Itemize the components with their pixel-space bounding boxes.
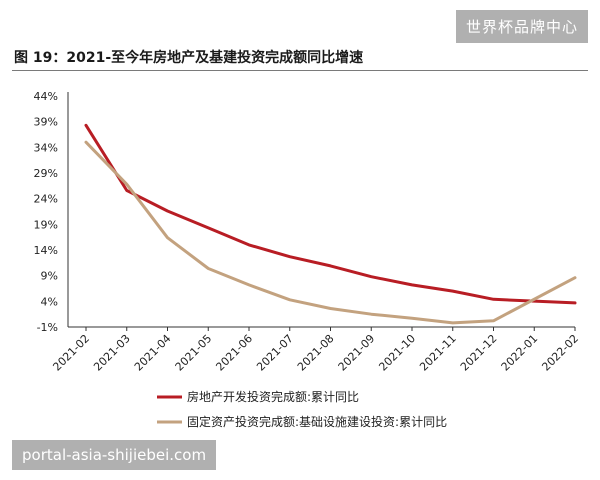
x-tick-label: 2021-04 xyxy=(132,332,174,374)
x-tick-label: 2021-10 xyxy=(376,332,418,374)
y-tick-label: 19% xyxy=(34,218,58,231)
x-tick-label: 2021-09 xyxy=(336,332,378,374)
y-axis: -1% 4% 9% 14% 19% 24% 29% 34% 39% 44% xyxy=(34,90,69,334)
legend-label-1: 房地产开发投资完成额:累计同比 xyxy=(187,389,359,404)
y-tick-label: 4% xyxy=(41,295,58,308)
watermark-bottom: portal-asia-shijiebei.com xyxy=(12,440,217,470)
x-tick-label: 2022-01 xyxy=(499,332,541,374)
x-tick-label: 2021-06 xyxy=(213,332,255,374)
y-tick-label: 29% xyxy=(34,167,58,180)
x-tick-label: 2021-11 xyxy=(417,332,459,374)
watermark-top: 世界杯品牌中心 xyxy=(455,10,588,43)
x-tick-label: 2021-07 xyxy=(254,332,296,374)
series-line-2 xyxy=(84,140,577,325)
x-tick-label: 2021-05 xyxy=(173,332,215,374)
y-tick-label: 9% xyxy=(41,270,58,283)
series-layer xyxy=(84,123,577,325)
x-tick-label: 2021-02 xyxy=(50,332,92,374)
y-tick-label: 24% xyxy=(34,193,58,206)
x-tick-label: 2022-02 xyxy=(539,332,581,374)
x-tick-label: 2021-12 xyxy=(458,332,500,374)
y-tick-label: 34% xyxy=(34,141,58,154)
y-tick-label: -1% xyxy=(37,321,58,334)
y-tick-label: 39% xyxy=(34,116,58,129)
title-divider xyxy=(12,70,588,71)
series-line-1 xyxy=(84,123,577,305)
figure-title: 图 19：2021-至今年房地产及基建投资完成额同比增速 xyxy=(14,50,364,66)
x-tick-label: 2021-03 xyxy=(91,332,133,374)
legend-label-2: 固定资产投资完成额:基础设施建设投资:累计同比 xyxy=(187,414,447,429)
x-axis: 2021-02 2021-03 2021-04 2021-05 2021-06 2021-… xyxy=(50,326,581,374)
y-tick-label: 44% xyxy=(34,90,58,103)
x-tick-label: 2021-08 xyxy=(295,332,337,374)
y-tick-label: 14% xyxy=(34,244,58,257)
